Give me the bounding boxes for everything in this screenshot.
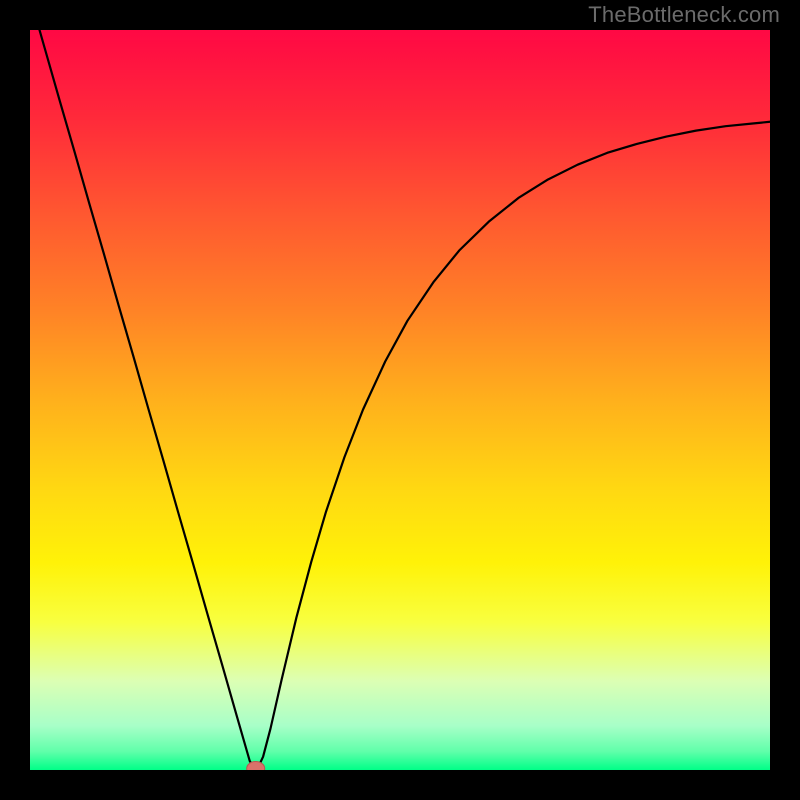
plot-area [30, 30, 770, 770]
sweet-spot-marker [247, 762, 265, 770]
bottleneck-curve [30, 30, 770, 769]
watermark-text: TheBottleneck.com [588, 2, 780, 28]
curve-layer [30, 30, 770, 770]
